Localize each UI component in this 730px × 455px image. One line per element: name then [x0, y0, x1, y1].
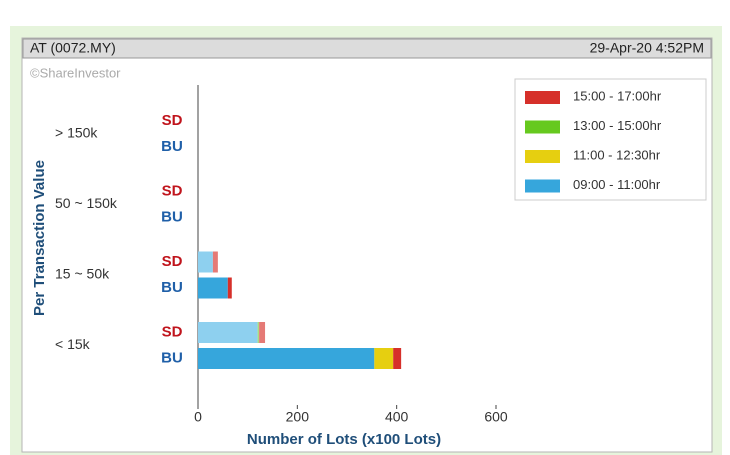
legend-label: 13:00 - 15:00hr [573, 118, 662, 133]
row-label: BU [161, 279, 183, 296]
legend-swatch [525, 120, 560, 134]
bar-segment [198, 348, 375, 369]
group-label: 15 ~ 50k [55, 266, 110, 282]
x-tick-label: 600 [484, 409, 508, 425]
legend-label: 15:00 - 17:00hr [573, 88, 662, 103]
header-bar [22, 38, 712, 59]
timestamp: 29-Apr-20 4:52PM [590, 40, 704, 56]
bar-segment [227, 277, 232, 299]
row-label: BU [161, 349, 183, 366]
symbol: AT (0072.MY) [30, 40, 116, 56]
x-tick-label: 400 [385, 409, 409, 425]
legend-label: 11:00 - 12:30hr [573, 147, 661, 162]
row-label: BU [161, 208, 183, 225]
row-label: SD [162, 182, 183, 199]
x-tick-label: 200 [286, 409, 310, 425]
bar-segment [393, 348, 402, 369]
watermark: ©ShareInvestor [30, 65, 121, 80]
legend-swatch [525, 91, 560, 104]
bar-segment [259, 322, 266, 343]
bar-segment [374, 348, 394, 369]
group-label: 50 ~ 150k [55, 195, 118, 211]
bar-segment [198, 251, 213, 273]
bar-segment [212, 251, 218, 273]
legend-swatch [525, 179, 560, 193]
y-axis-title: Per Transaction Value [31, 160, 48, 316]
row-label: SD [162, 253, 183, 270]
group-label: > 150k [55, 125, 98, 141]
group-label: < 15k [55, 336, 91, 352]
legend-swatch [525, 150, 560, 163]
row-label: BU [161, 138, 183, 155]
row-label: SD [162, 112, 183, 129]
bar-segment [198, 322, 258, 343]
bar-segment [198, 277, 228, 299]
row-label: SD [162, 323, 183, 340]
bar-segment [257, 322, 260, 343]
legend-label: 09:00 - 11:00hr [573, 177, 661, 192]
x-axis-title: Number of Lots (x100 Lots) [247, 431, 441, 448]
x-tick-label: 0 [194, 409, 202, 425]
